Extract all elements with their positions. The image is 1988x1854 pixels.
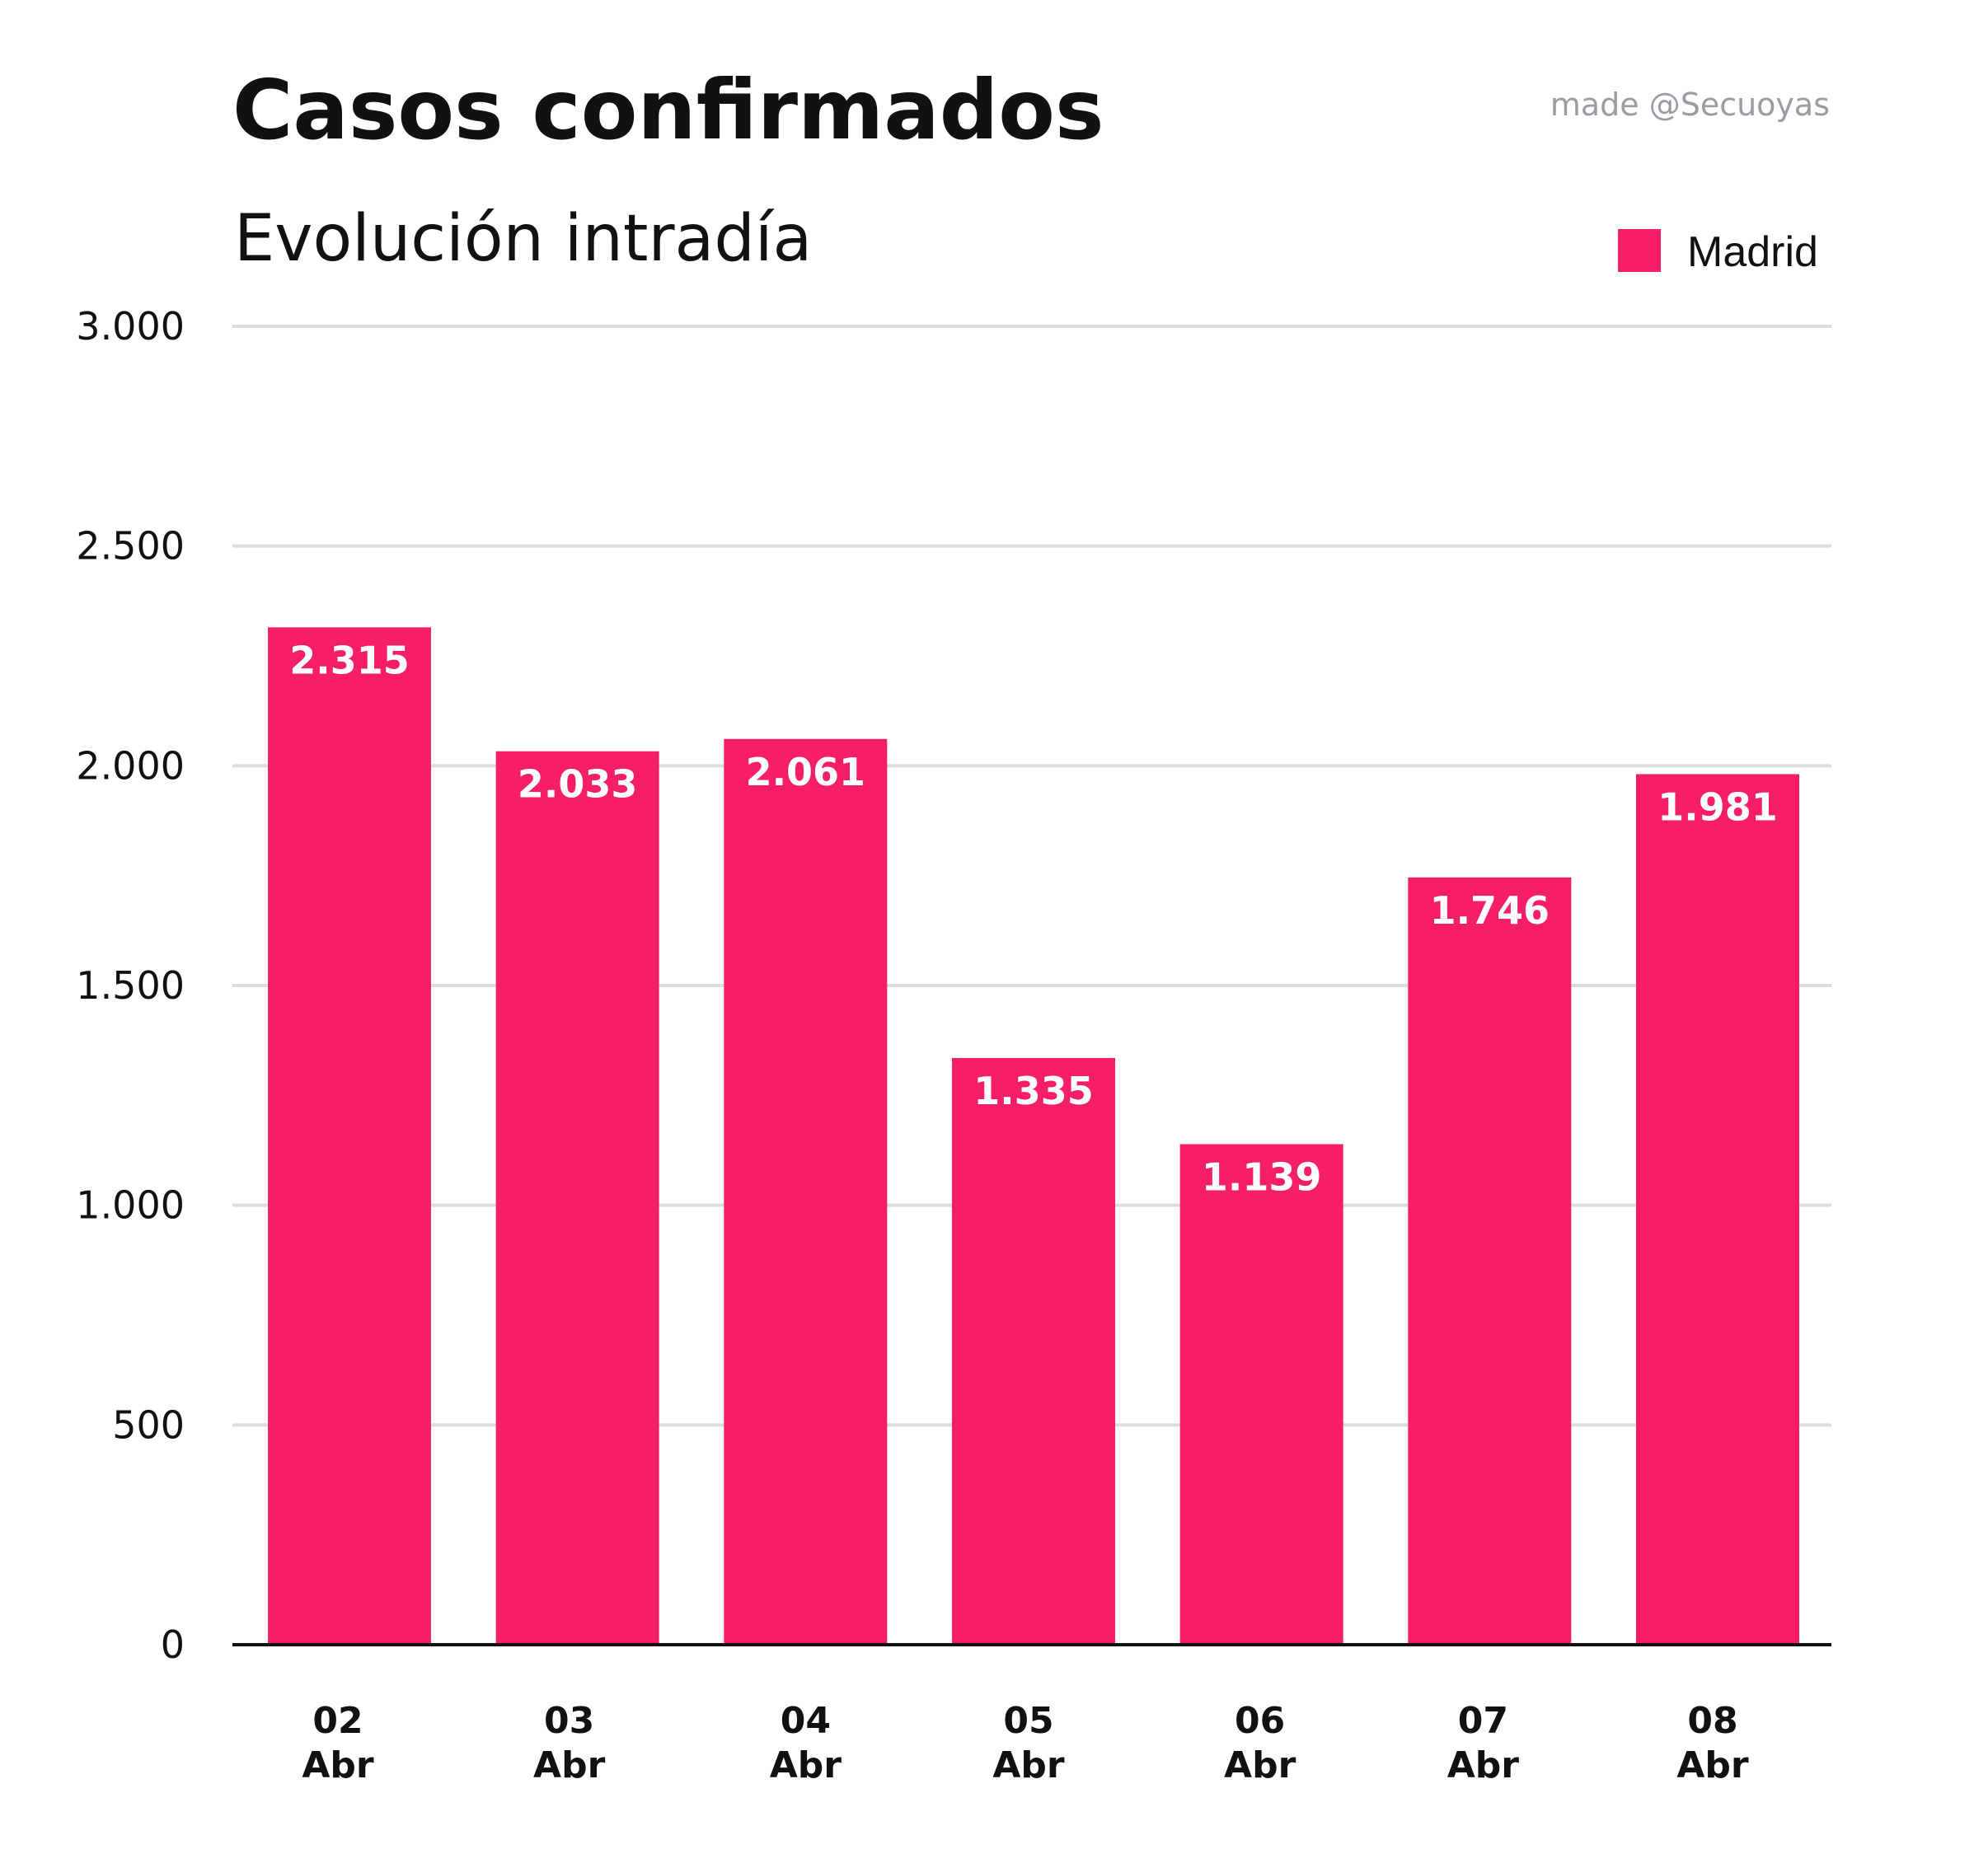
bar-value-label: 2.061 [746,750,866,794]
x-tick-label: 08 Abr [1676,1700,1749,1786]
bar-value-label: 1.139 [1202,1155,1322,1200]
chart-title: Casos confirmados [232,62,1104,158]
y-tick-label: 2.500 [76,524,185,569]
x-tick-label: 03 Abr [533,1700,606,1786]
y-tick-label: 500 [112,1402,185,1447]
bar-value-label: 1.746 [1430,888,1550,933]
y-tick-label: 1.500 [76,963,185,1008]
bar [1636,774,1799,1645]
bar-value-label: 1.981 [1657,784,1778,829]
chart-subtitle: Evolución intradía [234,202,812,276]
y-tick-label: 3.000 [76,304,185,349]
bar-value-label: 2.315 [289,638,410,682]
y-tick-label: 0 [161,1622,185,1667]
legend-label: Madrid [1687,228,1818,276]
legend-swatch [1618,229,1661,272]
x-axis-ticks: 02 Abr 03 Abr 04 Abr 05 Abr 06 Abr 07 Abr 08 Abr [302,1700,1749,1786]
bar-value-label: 1.335 [973,1069,1094,1113]
bar [724,738,888,1645]
bar-value-label: 2.033 [518,762,638,807]
bar [1408,877,1572,1645]
x-tick-label: 05 Abr [992,1700,1065,1786]
x-tick-label: 02 Abr [302,1700,374,1786]
x-tick-label: 04 Abr [770,1700,842,1786]
bar [952,1058,1115,1645]
x-tick-label: 07 Abr [1447,1700,1520,1786]
y-tick-label: 2.000 [76,743,185,788]
bar [1179,1144,1343,1645]
bar [268,627,431,1646]
legend: Madrid [1618,228,1818,276]
bars [268,627,1799,1646]
credit-text: made @Secuoyas [1550,87,1830,123]
y-axis-ticks: 0 500 1.000 1.500 2.000 2.500 3.000 [76,304,185,1667]
y-tick-label: 1.000 [76,1183,185,1228]
bar [495,751,659,1645]
bar-value-labels: 2.315 2.033 2.061 1.335 1.139 1.746 1.981 [289,638,1778,1199]
x-tick-label: 06 Abr [1224,1700,1296,1786]
